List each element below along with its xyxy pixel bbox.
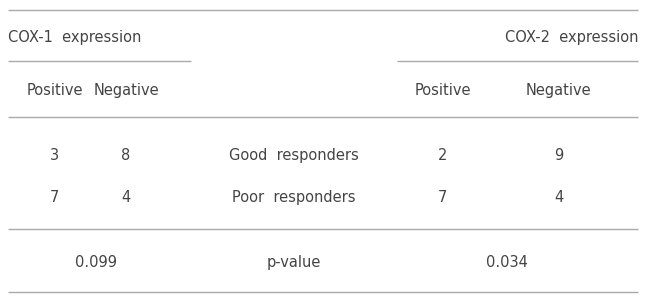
Text: 8: 8 [121, 148, 130, 163]
Text: Positive: Positive [414, 83, 471, 98]
Text: Positive: Positive [26, 83, 83, 98]
Text: p-value: p-value [267, 255, 321, 270]
Text: 7: 7 [50, 190, 59, 205]
Text: 0.099: 0.099 [74, 255, 117, 270]
Text: 7: 7 [438, 190, 447, 205]
Text: Good  responders: Good responders [229, 148, 359, 163]
Text: Negative: Negative [526, 83, 592, 98]
Text: COX-2  expression: COX-2 expression [505, 30, 638, 45]
Text: COX-1  expression: COX-1 expression [8, 30, 141, 45]
Text: 0.034: 0.034 [486, 255, 528, 270]
Text: Negative: Negative [93, 83, 159, 98]
Text: 9: 9 [554, 148, 563, 163]
Text: 4: 4 [554, 190, 563, 205]
Text: 4: 4 [121, 190, 130, 205]
Text: 3: 3 [50, 148, 59, 163]
Text: Poor  responders: Poor responders [232, 190, 356, 205]
Text: 2: 2 [438, 148, 447, 163]
